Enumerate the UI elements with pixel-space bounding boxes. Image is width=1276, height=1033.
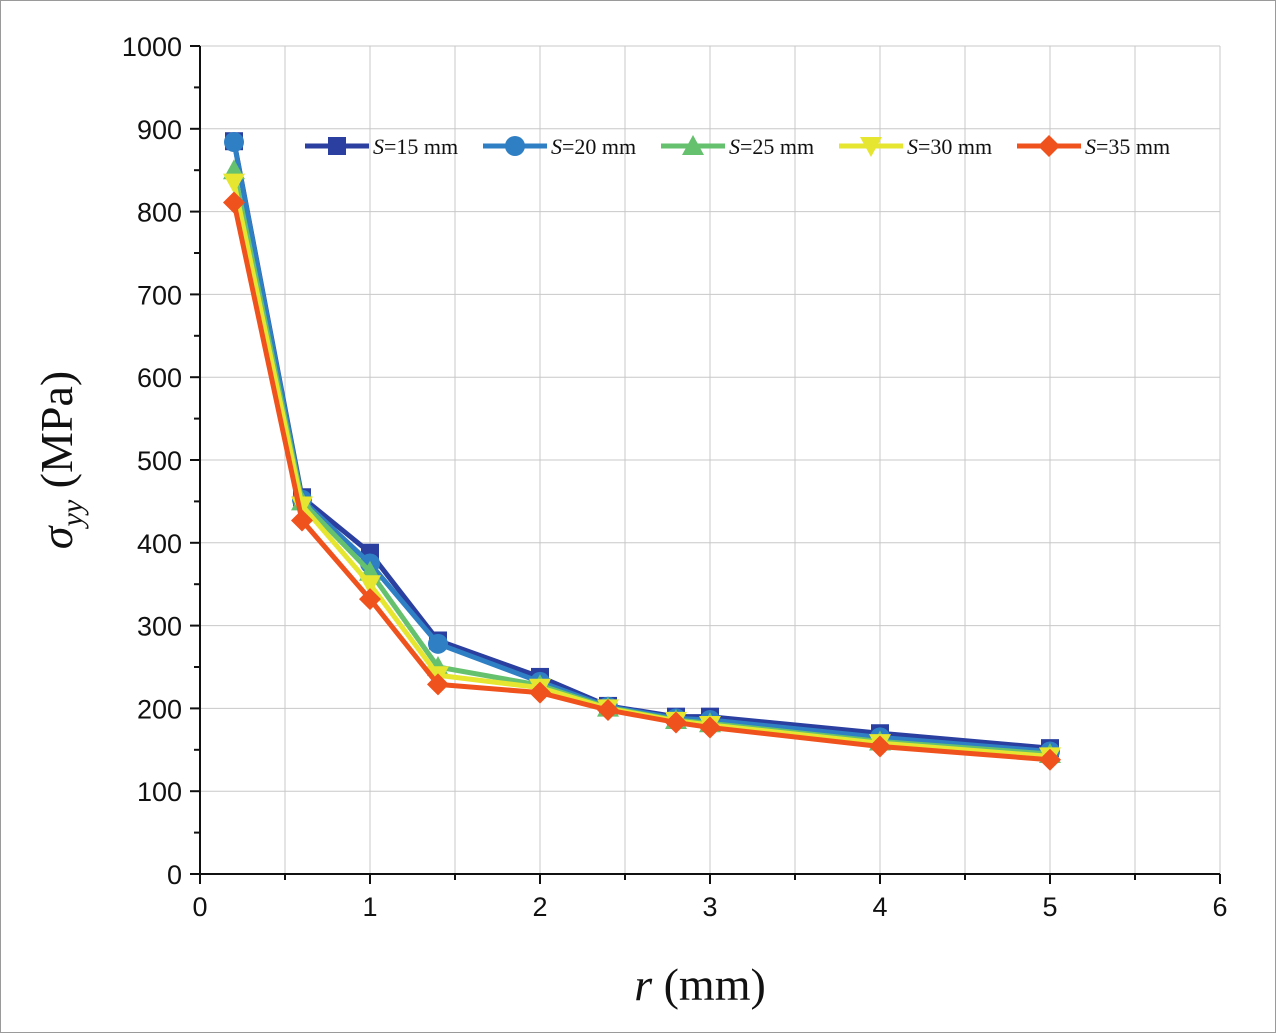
y-tick-label: 1000 bbox=[122, 32, 182, 62]
x-axis-symbol: r bbox=[634, 959, 653, 1010]
legend-entry-4: S=30 mm bbox=[839, 134, 992, 159]
y-tick-label: 900 bbox=[137, 115, 182, 145]
legend-label-symbol: S bbox=[729, 134, 740, 159]
data-point bbox=[428, 633, 448, 654]
y-tick-label: 200 bbox=[137, 694, 182, 724]
data-point bbox=[224, 132, 244, 153]
legend-label-symbol: S bbox=[551, 134, 562, 159]
series-line bbox=[231, 201, 1051, 763]
y-axis-symbol: σ bbox=[31, 524, 82, 549]
data-point bbox=[291, 509, 313, 532]
x-tick-label: 2 bbox=[532, 892, 547, 922]
grid-layer bbox=[200, 45, 1221, 874]
legend-label-text: =15 mm bbox=[384, 134, 458, 159]
legend-label-text: =25 mm bbox=[740, 134, 814, 159]
x-tick-label: 0 bbox=[192, 892, 207, 922]
series-3 bbox=[223, 159, 1061, 763]
y-axis-unit: (MPa) bbox=[31, 371, 82, 500]
legend-label-symbol: S bbox=[1085, 134, 1096, 159]
series-line bbox=[231, 140, 1051, 751]
legend-label: S=15 mm bbox=[373, 134, 458, 159]
legend-label: S=20 mm bbox=[551, 134, 636, 159]
y-tick-label: 400 bbox=[137, 529, 182, 559]
y-tick-label: 600 bbox=[137, 363, 182, 393]
x-tick-label: 1 bbox=[362, 892, 377, 922]
y-tick-label: 100 bbox=[137, 777, 182, 807]
x-tick-label: 3 bbox=[702, 892, 717, 922]
legend-entry-3: S=25 mm bbox=[661, 134, 814, 159]
legend-entry-5: S=35 mm bbox=[1017, 134, 1170, 159]
y-tick-label: 0 bbox=[167, 860, 182, 890]
data-point bbox=[359, 575, 381, 596]
y-axis-subscript: yy bbox=[56, 499, 89, 529]
data-point bbox=[597, 699, 619, 722]
x-tick-label: 6 bbox=[1212, 892, 1227, 922]
data-point bbox=[665, 711, 687, 734]
data-point bbox=[1039, 748, 1061, 771]
y-tick-label: 300 bbox=[137, 612, 182, 642]
legend-label-symbol: S bbox=[907, 134, 918, 159]
y-tick-label: 500 bbox=[137, 446, 182, 476]
legend-label: S=35 mm bbox=[1085, 134, 1170, 159]
series-2 bbox=[224, 132, 1060, 762]
series-5 bbox=[223, 191, 1061, 771]
legend-swatch-marker bbox=[860, 137, 882, 157]
legend-swatch-marker bbox=[682, 135, 704, 155]
data-point bbox=[223, 173, 245, 194]
legend-label: S=25 mm bbox=[729, 134, 814, 159]
series-line bbox=[231, 169, 1051, 757]
legend: S=15 mm S=20 mm S=25 mm S=30 mm S=35 mm bbox=[305, 134, 1170, 159]
series-layer bbox=[223, 132, 1061, 771]
y-tick-label: 800 bbox=[137, 198, 182, 228]
data-point bbox=[869, 735, 891, 758]
data-point bbox=[699, 716, 721, 739]
x-tick-label: 5 bbox=[1042, 892, 1057, 922]
legend-swatch-marker bbox=[1038, 135, 1060, 157]
legend-swatch-marker bbox=[505, 136, 525, 156]
axes-layer: 0 1 2 3 4 5 6 0 100 200 300 400 500 600 700 800 900 1000 bbox=[122, 32, 1228, 922]
legend-label: S=30 mm bbox=[907, 134, 992, 159]
legend-entry-1: S=15 mm bbox=[305, 134, 458, 159]
y-axis-title: σyy (MPa) bbox=[31, 371, 89, 549]
data-point bbox=[359, 588, 381, 611]
data-point bbox=[529, 681, 551, 704]
data-point bbox=[427, 673, 449, 696]
legend-label-text: =20 mm bbox=[562, 134, 636, 159]
series-4 bbox=[223, 173, 1061, 768]
data-point bbox=[223, 191, 245, 214]
x-tick-label: 4 bbox=[872, 892, 887, 922]
series-line bbox=[231, 141, 1051, 754]
legend-label-text: =35 mm bbox=[1096, 134, 1170, 159]
x-axis-title: r (mm) bbox=[634, 959, 766, 1010]
legend-swatch-marker bbox=[328, 137, 346, 155]
series-1 bbox=[225, 132, 1059, 758]
legend-label-symbol: S bbox=[373, 134, 384, 159]
x-axis-unit: (mm) bbox=[652, 959, 766, 1010]
y-tick-label: 700 bbox=[137, 280, 182, 310]
legend-entry-2: S=20 mm bbox=[483, 134, 636, 159]
series-line bbox=[231, 182, 1051, 759]
legend-label-text: =30 mm bbox=[918, 134, 992, 159]
